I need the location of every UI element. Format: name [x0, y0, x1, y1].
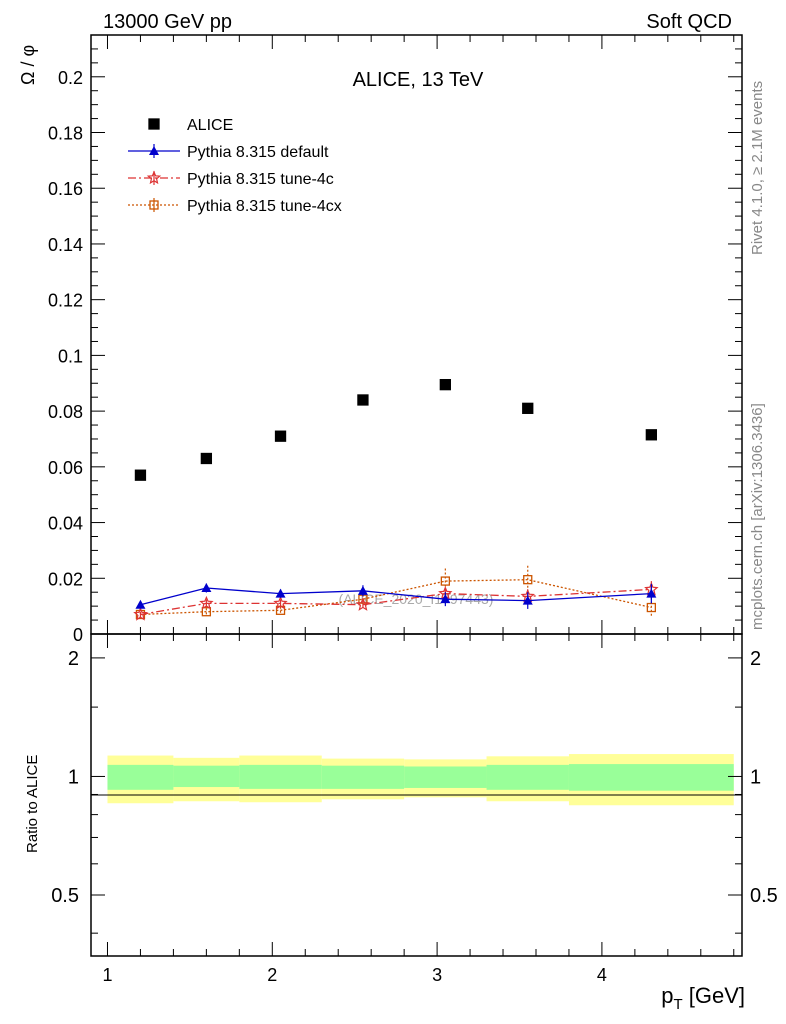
data-point [645, 429, 658, 441]
header-left: 13000 GeV pp [103, 11, 232, 33]
main-xticks [106, 35, 735, 634]
data-point [355, 597, 371, 611]
data-point [357, 394, 369, 406]
ratio-bands [107, 754, 734, 806]
y-tick-label: 0.1 [58, 346, 83, 366]
ratio-panel: 0.5 0.5 1 1 2 2 1 2 3 4 Ratio to ALICE pT [GeV] [24, 633, 778, 1013]
inner-band-bin [404, 766, 487, 788]
ratio-y-tick-label: 0.5 [51, 885, 79, 907]
legend-marker [149, 200, 159, 210]
data-point [646, 588, 657, 598]
series-layer [133, 378, 659, 621]
legend-label: Pythia 8.315 default [187, 144, 329, 161]
data-point [133, 606, 148, 621]
y-tick-label: 0.02 [48, 569, 83, 589]
data-point [439, 378, 451, 391]
data-point [134, 469, 147, 481]
y-tick-label: 0.16 [48, 179, 83, 199]
legend: ALICE Pythia 8.315 default Pythia 8.315 tu… [128, 117, 342, 215]
watermark: (ALICE_2020_I1797443) [339, 591, 494, 607]
legend-marker [146, 170, 162, 185]
legend-label: Pythia 8.315 tune-4c [187, 171, 334, 188]
x-tick-label: 2 [267, 965, 277, 985]
x-axis-label: pT [GeV] [661, 983, 745, 1013]
ratio-frame [90, 633, 743, 957]
data-point [201, 583, 212, 593]
y-tick-label: 0.04 [48, 514, 83, 534]
ratio-y-tick-label-right: 0.5 [750, 885, 778, 907]
rivet-label: Rivet 4.1.0, ≥ 2.1M events [749, 81, 766, 255]
data-point [440, 594, 451, 604]
data-point [522, 595, 533, 605]
inner-band-bin [321, 765, 405, 789]
data-point [200, 452, 213, 465]
x-tick-label: 3 [432, 965, 442, 985]
inner-band-bin [239, 764, 322, 789]
data-point [275, 588, 286, 598]
y-tick-label: 0 [73, 625, 83, 645]
header-right: Soft QCD [646, 11, 732, 33]
data-point [135, 599, 146, 609]
data-point [646, 602, 657, 613]
data-point [273, 595, 288, 610]
y-tick-label: 0.08 [48, 402, 83, 422]
y-tick-label: 0.2 [58, 68, 83, 88]
data-point [199, 595, 214, 610]
legend-marker [148, 118, 160, 130]
legend-label: ALICE [187, 117, 233, 134]
series-1 [135, 583, 657, 609]
main-panel: 00.020.040.060.080.10.120.140.160.180.2 … [18, 34, 743, 645]
legend-label: Pythia 8.315 tune-4cx [187, 198, 342, 215]
y-tick-label: 0.12 [48, 291, 83, 311]
series-3 [135, 565, 657, 620]
ratio-xticks: 1 2 3 4 [102, 634, 735, 985]
series-0 [134, 378, 658, 481]
ratio-y-tick-label-right: 1 [750, 766, 761, 788]
x-tick-label: 1 [102, 965, 112, 985]
ratio-y-tick-label-right: 2 [750, 648, 761, 670]
y-tick-label: 0.18 [48, 124, 83, 144]
inner-band-bin [486, 764, 569, 790]
ratio-y-tick-label: 1 [68, 766, 79, 788]
x-tick-label: 4 [597, 965, 607, 985]
inner-band-bin [173, 765, 240, 788]
data-point [523, 575, 533, 585]
inner-band-bin [107, 764, 174, 790]
main-ylabel: Ω / φ [18, 45, 38, 85]
ratio-ylabel: Ratio to ALICE [24, 755, 41, 853]
source-label: mcplots.cern.ch [arXiv:1306.3436] [749, 403, 766, 630]
y-tick-label: 0.14 [48, 235, 83, 255]
ratio-ticks: 0.5 0.5 1 1 2 2 [51, 648, 778, 934]
ratio-y-tick-label: 2 [68, 648, 79, 670]
data-point [357, 585, 368, 595]
series-2 [133, 581, 659, 621]
main-title: ALICE, 13 TeV [353, 69, 484, 91]
y-tick-label: 0.06 [48, 458, 83, 478]
inner-band-bin [568, 764, 734, 791]
legend-marker [149, 146, 159, 155]
main-ticks: 0 0.02 0.04 0.06 0.08 0.1 0.12 0.14 0.16 0.18 0.2 [48, 48, 742, 645]
data-point [440, 576, 450, 586]
data-point [522, 402, 534, 414]
data-point [201, 607, 212, 617]
data-point [274, 430, 287, 442]
